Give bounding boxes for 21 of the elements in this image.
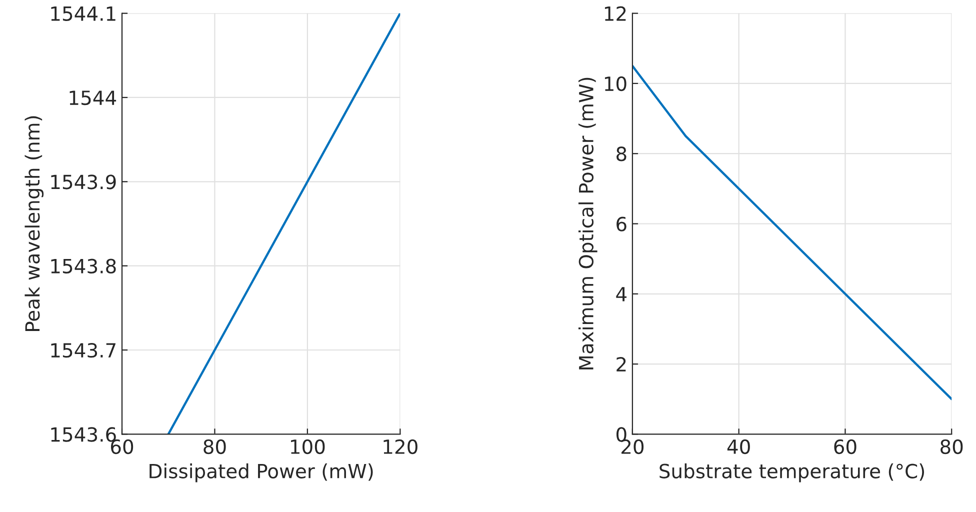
y-tick-label: 1544 bbox=[70, 90, 116, 106]
y-tick-label: 6 bbox=[616, 216, 626, 232]
y-tick-label: 2 bbox=[616, 356, 626, 372]
y-tick-label: 12 bbox=[604, 6, 626, 21]
y-tick-label: 1543.8 bbox=[51, 258, 116, 274]
x-tick-label: 40 bbox=[727, 439, 750, 454]
x-axis-title: Substrate temperature (°C) bbox=[660, 463, 924, 482]
y-tick-label: 1543.9 bbox=[51, 174, 116, 190]
y-tick-label: 8 bbox=[616, 146, 626, 162]
x-tick-label: 60 bbox=[834, 439, 856, 454]
x-tick-label: 80 bbox=[940, 439, 963, 454]
y-tick-label: 1543.7 bbox=[51, 342, 116, 358]
x-axis-title: Dissipated Power (mW) bbox=[150, 463, 373, 482]
x-tick-label: 80 bbox=[204, 439, 226, 454]
x-tick-label: 100 bbox=[291, 439, 325, 454]
y-tick-label: 10 bbox=[604, 76, 626, 92]
y-tick-label: 4 bbox=[616, 287, 626, 302]
y-axis-title: Peak wavelength (nm) bbox=[24, 116, 44, 331]
y-tick-label: 1544.1 bbox=[51, 6, 116, 21]
y-axis-title: Maximum Optical Power (mW) bbox=[578, 78, 598, 370]
x-tick-label: 120 bbox=[384, 439, 418, 454]
